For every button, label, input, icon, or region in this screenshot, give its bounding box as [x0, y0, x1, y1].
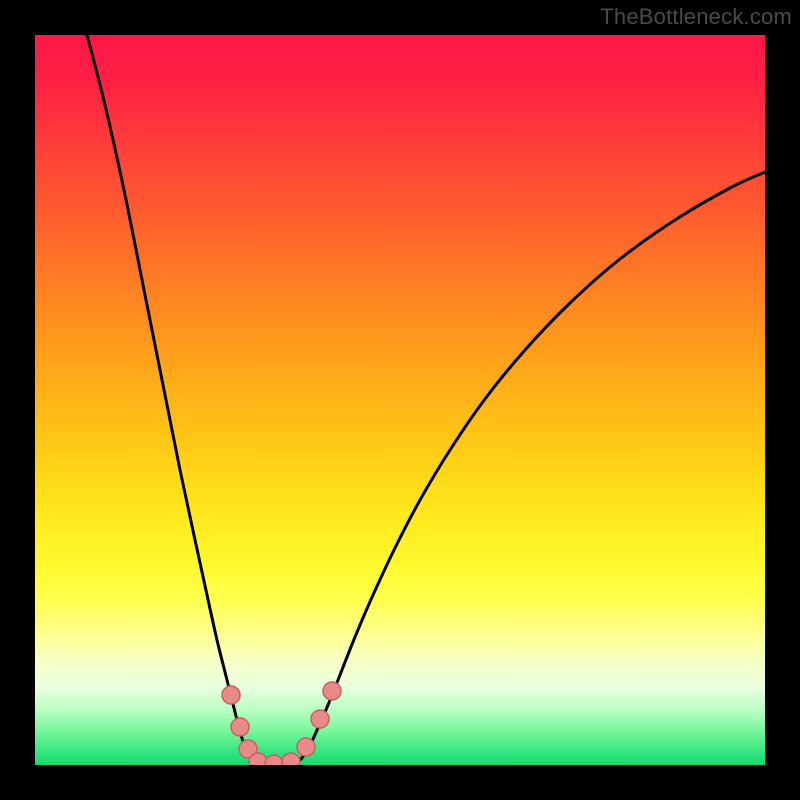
watermark-text: TheBottleneck.com	[600, 4, 792, 30]
plot-area	[35, 35, 765, 765]
gradient-background	[35, 35, 765, 765]
